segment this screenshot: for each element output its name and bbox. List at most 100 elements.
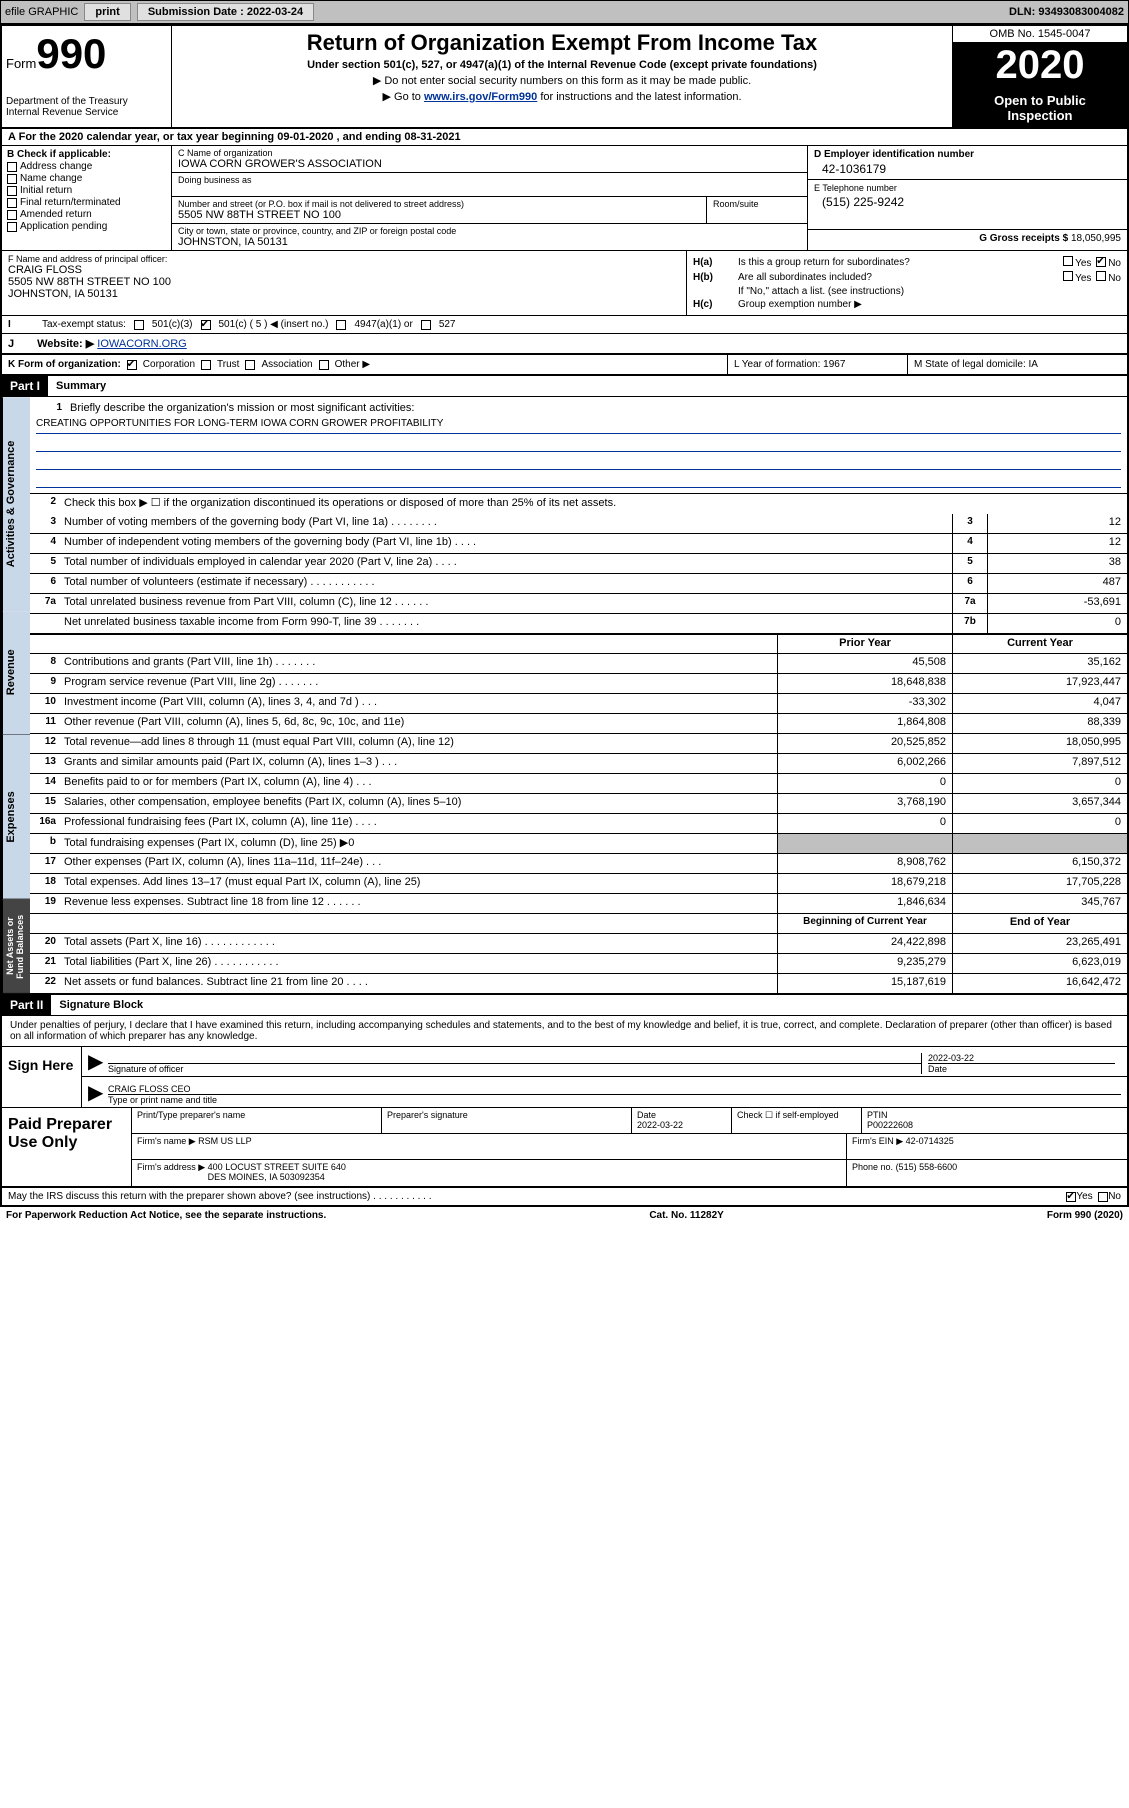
hdr-prior: Prior Year [777, 635, 952, 653]
checkbox[interactable] [201, 360, 211, 370]
org-name: IOWA CORN GROWER'S ASSOCIATION [178, 158, 801, 170]
print-button[interactable]: print [84, 3, 130, 21]
tab-revenue: Revenue [2, 611, 30, 735]
footer-right: Form 990 (2020) [1047, 1210, 1123, 1221]
prior-val: 24,422,898 [777, 934, 952, 953]
part-1: Part I Summary Activities & Governance R… [2, 376, 1127, 995]
prior-val [777, 834, 952, 853]
note2-post: for instructions and the latest informat… [537, 91, 741, 103]
column-c: C Name of organization IOWA CORN GROWER'… [172, 146, 807, 250]
header-right: OMB No. 1545-0047 2020 Open to Public In… [952, 26, 1127, 127]
checkbox[interactable] [7, 162, 17, 172]
sign-here-row: Sign Here ▶ Signature of officer 2022-03… [2, 1046, 1127, 1108]
line-j: J Website: ▶ IOWACORN.ORG [2, 334, 1127, 355]
check-self: Check ☐ if self-employed [732, 1108, 862, 1133]
line-col: 7b [952, 614, 987, 633]
checkbox[interactable] [1098, 1192, 1108, 1202]
officer-name-val: CRAIG FLOSS CEO [108, 1084, 1121, 1094]
prior-val: 18,679,218 [777, 874, 952, 893]
name-label: Type or print name and title [108, 1094, 1121, 1105]
line-text: Total number of individuals employed in … [60, 554, 952, 573]
phone-label: Phone no. [852, 1162, 893, 1172]
officer-addr: 5505 NW 88TH STREET NO 100 JOHNSTON, IA … [8, 276, 680, 300]
line2-text: Check this box ▶ ☐ if the organization d… [60, 494, 1127, 514]
website-link[interactable]: IOWACORN.ORG [97, 338, 186, 350]
dba-label: Doing business as [178, 175, 801, 185]
tab-governance: Activities & Governance [2, 397, 30, 611]
gross-receipts: 18,050,995 [1071, 233, 1121, 244]
blank-line [36, 454, 1121, 470]
checkbox-checked[interactable] [201, 320, 211, 330]
form-header: Form 990 Department of the Treasury Inte… [2, 26, 1127, 129]
opt-corp: Corporation [143, 359, 195, 370]
b-label: B Check if applicable: [7, 149, 166, 160]
arrow-icon: ▶ [88, 1049, 108, 1074]
line-m: M State of legal domicile: IA [907, 355, 1127, 374]
line-num: 13 [30, 754, 60, 773]
line-num: 21 [30, 954, 60, 973]
opt-501c3: 501(c)(3) [152, 319, 193, 330]
line-val: -53,691 [987, 594, 1127, 613]
checkbox[interactable] [7, 198, 17, 208]
prep-name-label: Print/Type preparer's name [132, 1108, 382, 1133]
line-num: 18 [30, 874, 60, 893]
checkbox[interactable] [245, 360, 255, 370]
line-col: 3 [952, 514, 987, 533]
column-de: D Employer identification number 42-1036… [807, 146, 1127, 250]
opt-other: Other ▶ [335, 359, 370, 370]
checkbox-checked[interactable] [127, 360, 137, 370]
prior-val: 45,508 [777, 654, 952, 673]
opt-name: Name change [20, 173, 82, 184]
line-num: 10 [30, 694, 60, 713]
line-a-text: For the 2020 calendar year, or tax year … [19, 131, 461, 143]
phone-val: (515) 558-6600 [896, 1162, 958, 1172]
prior-val: 0 [777, 774, 952, 793]
prep-date: 2022-03-22 [637, 1120, 683, 1130]
org-city: JOHNSTON, IA 50131 [178, 236, 801, 248]
checkbox[interactable] [1096, 271, 1106, 281]
dln-label: DLN: 93493083004082 [1009, 6, 1124, 18]
checkbox[interactable] [7, 222, 17, 232]
line-text: Salaries, other compensation, employee b… [60, 794, 777, 813]
checkbox-checked[interactable] [1096, 257, 1106, 267]
checkbox[interactable] [319, 360, 329, 370]
curr-val: 16,642,472 [952, 974, 1127, 993]
line-text: Professional fundraising fees (Part IX, … [60, 814, 777, 833]
mission-text: CREATING OPPORTUNITIES FOR LONG-TERM IOW… [36, 418, 1121, 434]
checkbox[interactable] [336, 320, 346, 330]
checkbox-checked[interactable] [1066, 1192, 1076, 1202]
part1-hdr: Part I [2, 376, 48, 396]
mission-label: Briefly describe the organization's miss… [66, 400, 1121, 416]
submission-date-button[interactable]: Submission Date : 2022-03-24 [137, 3, 314, 21]
opt-amended: Amended return [20, 209, 92, 220]
checkbox[interactable] [7, 186, 17, 196]
curr-val: 35,162 [952, 654, 1127, 673]
firm-name: RSM US LLP [198, 1136, 252, 1146]
line-num: 8 [30, 654, 60, 673]
prior-val: 20,525,852 [777, 734, 952, 753]
status-label: Tax-exempt status: [42, 319, 126, 330]
curr-val: 0 [952, 814, 1127, 833]
irs-link[interactable]: www.irs.gov/Form990 [424, 91, 537, 103]
checkbox[interactable] [134, 320, 144, 330]
checkbox[interactable] [421, 320, 431, 330]
prior-val: 18,648,838 [777, 674, 952, 693]
opt-trust: Trust [217, 359, 239, 370]
checkbox[interactable] [1063, 256, 1073, 266]
prior-val: 15,187,619 [777, 974, 952, 993]
checkbox[interactable] [7, 174, 17, 184]
form-container: Form 990 Department of the Treasury Inte… [0, 24, 1129, 1207]
curr-val: 7,897,512 [952, 754, 1127, 773]
checkbox[interactable] [1063, 271, 1073, 281]
opt-pending: Application pending [20, 221, 107, 232]
line-text: Other expenses (Part IX, column (A), lin… [60, 854, 777, 873]
hdr-beg: Beginning of Current Year [777, 914, 952, 933]
line-col: 4 [952, 534, 987, 553]
firm-name-label: Firm's name ▶ [137, 1136, 196, 1146]
opt-4947: 4947(a)(1) or [354, 319, 412, 330]
open-public: Open to Public Inspection [953, 89, 1127, 127]
line-text: Program service revenue (Part VIII, line… [60, 674, 777, 693]
prior-val: 1,864,808 [777, 714, 952, 733]
phone-value: (515) 225-9242 [814, 195, 1121, 209]
checkbox[interactable] [7, 210, 17, 220]
